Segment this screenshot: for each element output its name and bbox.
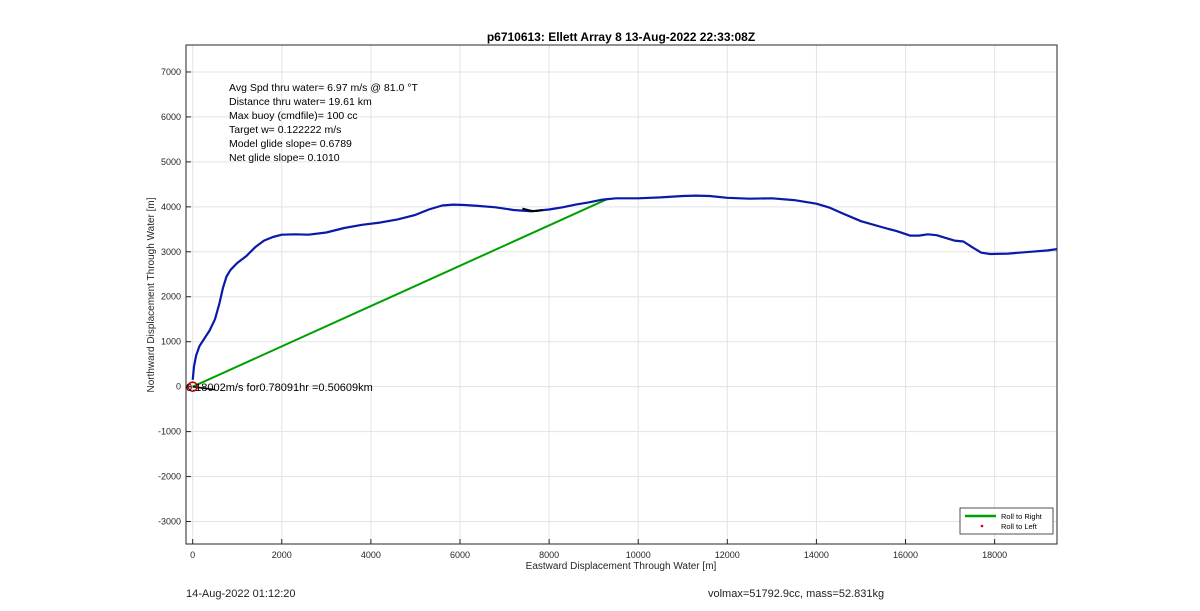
roll-to-right-line bbox=[192, 198, 608, 388]
y-tick-label: 5000 bbox=[161, 157, 181, 167]
y-tick-label: -1000 bbox=[158, 427, 181, 437]
footer-vol-mass: volmax=51792.9cc, mass=52.831kg bbox=[708, 588, 885, 600]
stats-line: Max buoy (cmdfile)= 100 cc bbox=[229, 110, 358, 122]
x-tick-label: 4000 bbox=[361, 550, 381, 560]
glider-track-line bbox=[191, 194, 1058, 381]
x-tick-label: 16000 bbox=[893, 550, 918, 560]
stats-line: Net glide slope= 0.1010 bbox=[229, 152, 340, 164]
chart-title: p6710613: Ellett Array 8 13-Aug-2022 22:… bbox=[487, 30, 755, 44]
legend-label-roll-to-left: Roll to Left bbox=[1001, 522, 1038, 531]
track-kink-segment bbox=[522, 207, 543, 213]
legend: Roll to Right Roll to Left bbox=[959, 507, 1054, 535]
y-tick-label: -2000 bbox=[158, 472, 181, 482]
legend-box bbox=[959, 507, 1054, 535]
y-tick-label: 2000 bbox=[161, 292, 181, 302]
x-tick-label: 14000 bbox=[804, 550, 829, 560]
grid-lines bbox=[186, 45, 1057, 544]
stats-line: Target w= 0.122222 m/s bbox=[229, 124, 341, 136]
x-tick-label: 12000 bbox=[715, 550, 740, 560]
stats-text-block: Avg Spd thru water= 6.97 m/s @ 81.0 °T Di… bbox=[229, 82, 418, 164]
legend-label-roll-to-right: Roll to Right bbox=[1001, 512, 1043, 521]
stats-line: Model glide slope= 0.6789 bbox=[229, 138, 352, 150]
plot-frame bbox=[185, 44, 1058, 545]
x-tick-label: 8000 bbox=[539, 550, 559, 560]
x-tick-label: 2000 bbox=[272, 550, 292, 560]
y-tick-label: 6000 bbox=[161, 112, 181, 122]
y-tick-label: 0 bbox=[176, 382, 181, 392]
y-tick-label: 4000 bbox=[161, 202, 181, 212]
x-tick-label: 18000 bbox=[982, 550, 1007, 560]
footer-timestamp: 14-Aug-2022 01:12:20 bbox=[186, 588, 296, 600]
x-tick-label: 10000 bbox=[626, 550, 651, 560]
legend-swatch-roll-to-left bbox=[980, 524, 984, 528]
y-axis-label: Northward Displacement Through Water [m] bbox=[146, 197, 157, 392]
start-marker bbox=[187, 381, 198, 392]
x-axis-label: Eastward Displacement Through Water [m] bbox=[526, 561, 717, 572]
stats-line: Avg Spd thru water= 6.97 m/s @ 81.0 °T bbox=[229, 82, 418, 94]
y-axis: -3000 -2000 -1000 0 1000 2000 3000 4000 5000 6000… bbox=[158, 67, 191, 527]
y-tick-label: -3000 bbox=[158, 517, 181, 527]
x-tick-label: 6000 bbox=[450, 550, 470, 560]
y-tick-label: 3000 bbox=[161, 247, 181, 257]
x-axis: 0 2000 4000 6000 8000 10000 12000 14000 16000 180… bbox=[190, 539, 1007, 560]
y-tick-label: 1000 bbox=[161, 337, 181, 347]
x-tick-label: 0 bbox=[190, 550, 195, 560]
series-layer bbox=[187, 194, 1058, 392]
current-annotation: 0.18002m/s for0.78091hr =0.50609km bbox=[186, 382, 373, 394]
y-tick-label: 7000 bbox=[161, 67, 181, 77]
stats-line: Distance thru water= 19.61 km bbox=[229, 96, 372, 108]
